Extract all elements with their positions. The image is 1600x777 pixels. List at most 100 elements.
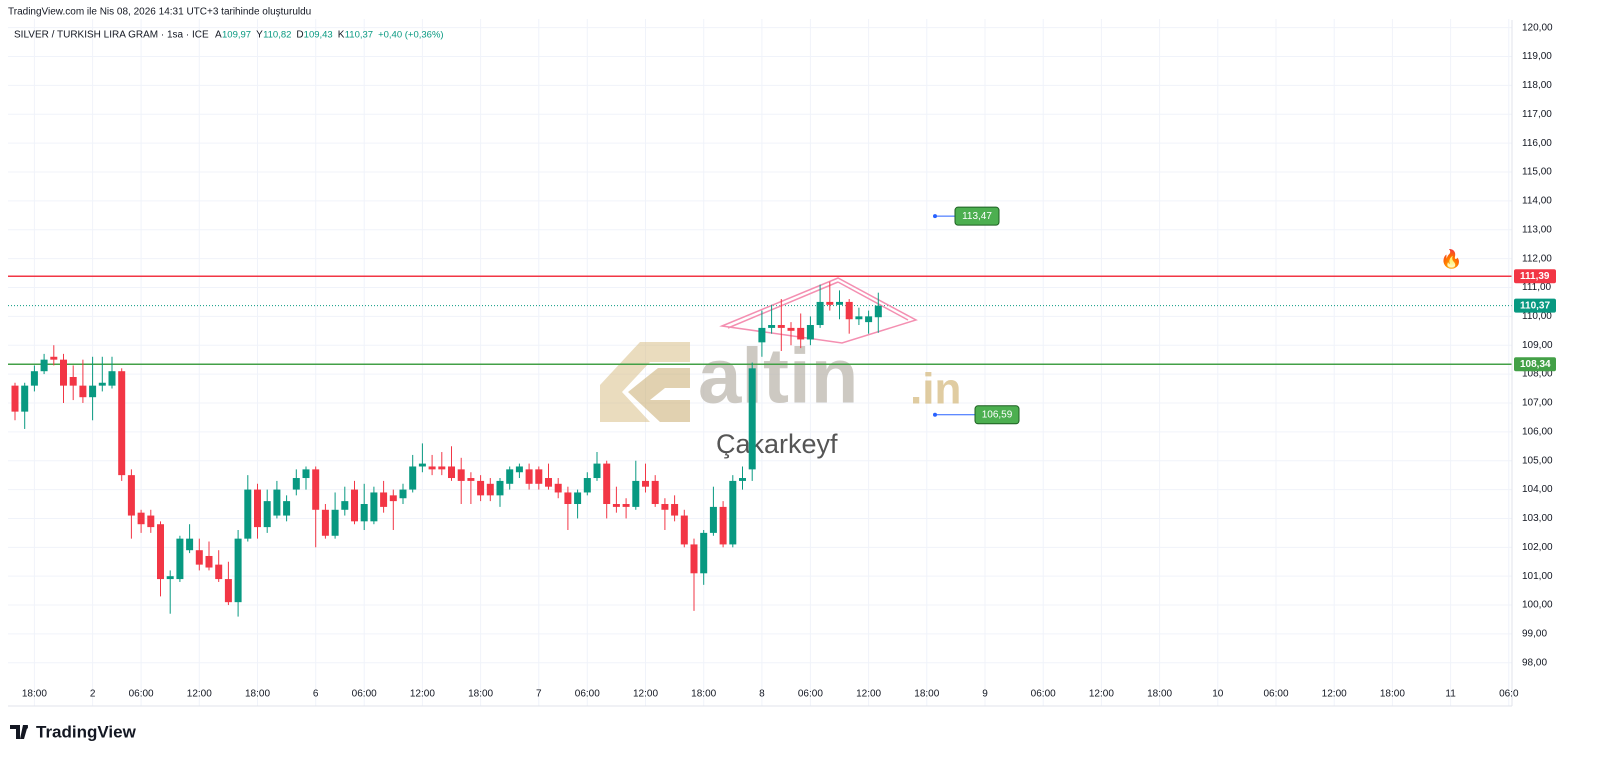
x-tick-label: 06:00: [129, 689, 154, 700]
candle-body: [302, 469, 310, 479]
candle-body: [409, 466, 417, 490]
candle-body: [874, 305, 882, 318]
legend-key: K: [338, 30, 345, 41]
candle-body: [244, 489, 252, 539]
candle-body: [448, 466, 455, 479]
candle-body: [709, 506, 717, 533]
candle-body: [661, 504, 669, 510]
candle-body: [399, 489, 407, 499]
candle-body: [651, 480, 659, 505]
price-label: 111,39: [1520, 271, 1550, 282]
candle-body: [787, 327, 795, 331]
price-label-box: [1514, 269, 1556, 284]
candle-body: [137, 512, 145, 525]
candles: [11, 281, 882, 617]
grid: [8, 19, 1512, 706]
candle-body: [11, 385, 19, 412]
y-tick-label: 115,00: [1522, 167, 1552, 178]
candle-body: [254, 489, 261, 528]
candle-body: [292, 478, 300, 490]
fire-icon: 🔥: [1440, 248, 1462, 269]
candle-body: [263, 501, 271, 528]
y-tick-label: 111,00: [1522, 282, 1552, 293]
callout-box: [954, 206, 1000, 226]
x-tick-label: 2: [90, 689, 96, 700]
candle-body: [642, 480, 649, 487]
candle-body: [855, 316, 863, 320]
candle-body: [21, 385, 29, 412]
candle-body: [195, 550, 203, 565]
candle-body: [525, 469, 533, 484]
callout-label: 113,47: [962, 211, 992, 222]
y-tick-label: 108,00: [1522, 369, 1553, 380]
candle-body: [690, 544, 698, 574]
candle-body: [583, 478, 591, 493]
x-tick-label: 06:00: [1031, 689, 1056, 700]
x-tick-label: 12:00: [1089, 689, 1114, 700]
callout-label: 106,59: [982, 409, 1013, 420]
candle-body: [418, 463, 426, 467]
candle-body: [719, 506, 727, 545]
brand-name: TradingView: [36, 722, 137, 741]
candle-body: [574, 492, 582, 505]
candle-body: [176, 538, 184, 580]
candle-body: [351, 489, 358, 522]
y-tick-label: 119,00: [1522, 51, 1552, 62]
candle-body: [438, 466, 446, 470]
watermark-suffix: .in: [910, 365, 961, 414]
x-tick-label: 18:00: [468, 689, 493, 700]
candle-body: [79, 385, 87, 398]
y-tick-label: 106,00: [1522, 426, 1553, 437]
x-tick-label: 18:00: [22, 689, 47, 700]
x-tick-label: 18:00: [245, 689, 270, 700]
candle-body: [806, 325, 814, 340]
x-tick-label: 06:00: [575, 689, 600, 700]
candle-body: [118, 371, 126, 476]
candle-body: [816, 301, 824, 326]
candle-body: [826, 301, 834, 305]
ohlc-legend: A 109,97 Y 110,82 D 109,43 K 110,37 +0,40 (+0,36…: [215, 30, 444, 41]
y-tick-label: 100,00: [1522, 600, 1553, 611]
candle-body: [205, 555, 213, 568]
candle-body: [457, 469, 465, 481]
legend-value: 110,37: [345, 30, 373, 41]
candle-body: [680, 515, 688, 545]
y-tick-label: 98,00: [1522, 657, 1547, 668]
symbol: SILVER / TURKISH LIRA GRAM · 1sa · ICE: [14, 30, 209, 41]
y-tick-label: 101,00: [1522, 571, 1553, 582]
candle-body: [603, 463, 611, 505]
candle-body: [147, 515, 155, 528]
candle-body: [234, 538, 242, 603]
y-tick-label: 102,00: [1522, 542, 1553, 553]
x-tick-label: 18:00: [691, 689, 716, 700]
candle-body: [477, 480, 485, 496]
y-tick-label: 109,00: [1522, 340, 1553, 351]
x-tick-label: 12:00: [410, 689, 435, 700]
legend-change: +0,40 (+0,36%): [378, 30, 444, 41]
x-tick-label: 12:00: [187, 689, 212, 700]
y-tick-label: 105,00: [1522, 455, 1553, 466]
watermark-text: altin: [698, 332, 858, 420]
price-label-box: [1514, 298, 1556, 313]
x-tick-label: 7: [536, 689, 542, 700]
price-label: 108,34: [1520, 359, 1551, 370]
candle-body: [554, 483, 562, 493]
candle-body: [768, 325, 776, 328]
candle-body: [273, 489, 281, 516]
x-tick-label: 11: [1445, 689, 1456, 700]
candle-body: [312, 469, 320, 510]
candle-body: [515, 466, 523, 473]
candle-body: [428, 466, 436, 470]
y-tick-label: 112,00: [1522, 253, 1552, 264]
candle-body: [797, 327, 805, 340]
created-note: TradingView.com ile Nis 08, 2026 14:31 U…: [8, 7, 311, 18]
candle-body: [30, 371, 38, 386]
price-label-box: [1514, 357, 1556, 372]
candle-body: [283, 501, 291, 516]
legend-value: 109,97: [222, 30, 251, 41]
y-tick-label: 107,00: [1522, 398, 1553, 409]
x-tick-label: 18:00: [1147, 689, 1172, 700]
x-tick-label: 12:00: [633, 689, 658, 700]
